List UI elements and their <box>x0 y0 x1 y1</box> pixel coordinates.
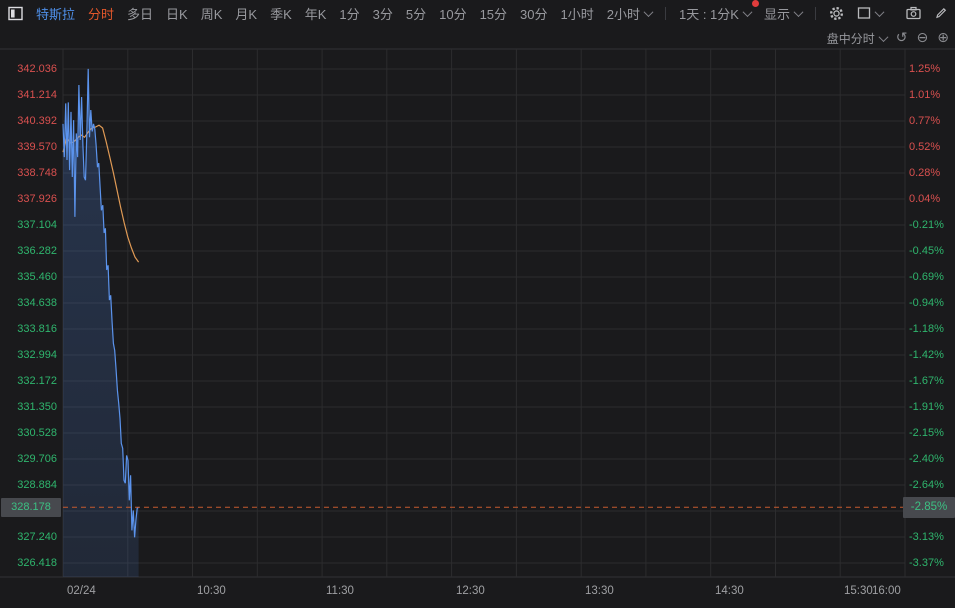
price-axis-label: 330.528 <box>17 427 57 439</box>
price-axis-label: 333.816 <box>17 323 57 335</box>
reset-view-icon[interactable]: ↺ <box>895 30 908 46</box>
price-axis-label: 334.638 <box>17 297 57 309</box>
price-axis-label: 339.570 <box>17 141 57 153</box>
percent-axis-label: -2.40% <box>909 453 944 465</box>
symbol-tab[interactable]: 特斯拉 <box>36 6 76 22</box>
current-change-pct-tag: -2.85% <box>903 496 955 518</box>
period-tab-11[interactable]: 15分 <box>479 6 508 22</box>
percent-axis-label: -0.69% <box>909 271 944 283</box>
display-label: 显示 <box>763 6 790 22</box>
zoom-out-icon[interactable]: ⊖ <box>916 30 929 46</box>
price-axis-label: 331.350 <box>17 401 57 413</box>
percent-axis-label: -1.18% <box>909 323 944 335</box>
price-axis-label: 336.282 <box>17 245 57 257</box>
percent-axis-label: -2.15% <box>909 427 944 439</box>
zoom-in-icon[interactable]: ⊕ <box>937 30 949 46</box>
percent-axis-label: -0.45% <box>909 245 944 257</box>
period-tab-13[interactable]: 1小时 <box>560 6 594 22</box>
percent-axis-label: 0.28% <box>909 167 941 179</box>
price-axis-label: 328.884 <box>17 479 57 491</box>
period-tab-6[interactable]: 年K <box>304 6 327 22</box>
period-tab-4[interactable]: 月K <box>235 6 258 22</box>
period-tab-10[interactable]: 10分 <box>439 6 467 22</box>
percent-axis-label: -1.67% <box>909 375 944 387</box>
chart-mode-label: 盘中分时 <box>826 31 875 46</box>
price-axis-label: 332.172 <box>17 375 57 387</box>
time-axis-label: 11:30 <box>326 585 354 597</box>
chevron-down-icon <box>878 31 889 42</box>
price-axis-label: 326.418 <box>17 557 57 569</box>
current-price-tag: 328.178 <box>1 497 61 517</box>
period-tab-7[interactable]: 1分 <box>339 6 360 22</box>
kline-type-selector[interactable]: 1天 : 1分K <box>678 0 759 23</box>
time-axis-label: 15:30 <box>844 585 873 597</box>
percent-axis-label: 1.25% <box>909 63 941 75</box>
period-tab-14[interactable]: 2小时 <box>607 4 654 23</box>
time-axis-label: 02/24 <box>67 585 96 597</box>
percent-axis-label: -1.91% <box>909 401 944 413</box>
chart-mode-selector[interactable]: 盘中分时 <box>826 30 889 47</box>
percent-axis-label: -3.13% <box>909 531 944 543</box>
price-axis-label: 332.994 <box>17 349 57 361</box>
period-tab-8[interactable]: 3分 <box>372 6 393 22</box>
time-axis-label: 13:30 <box>585 585 614 597</box>
time-axis-label: 10:30 <box>197 585 226 597</box>
price-axis-label: 340.392 <box>17 115 57 127</box>
percent-axis-label: 0.52% <box>909 141 941 153</box>
draw-pencil-icon[interactable] <box>934 6 948 20</box>
period-tab-3[interactable]: 周K <box>200 6 223 22</box>
kline-type-label: 1天 : 1分K <box>678 6 739 22</box>
separator <box>814 6 816 20</box>
display-menu[interactable]: 显示 <box>763 4 804 23</box>
price-axis-label: 341.214 <box>17 89 57 101</box>
period-tab-9[interactable]: 5分 <box>405 6 427 22</box>
price-axis-label: 335.460 <box>17 271 57 283</box>
period-tab-2[interactable]: 日K <box>166 6 188 22</box>
screenshot-camera-icon[interactable] <box>906 6 921 20</box>
period-tab-5[interactable]: 季K <box>270 6 292 22</box>
layout-left-panel-icon[interactable] <box>8 6 23 21</box>
percent-axis-label: 0.04% <box>909 193 941 205</box>
period-tab-12[interactable]: 30分 <box>520 6 548 22</box>
price-axis-label: 337.104 <box>17 219 57 231</box>
separator <box>664 6 666 20</box>
settings-gear-icon[interactable] <box>829 6 844 21</box>
percent-axis-label: -1.42% <box>909 349 944 361</box>
price-axis-label: 327.240 <box>17 531 57 543</box>
percent-axis-label: -0.94% <box>909 297 944 309</box>
period-tab-1[interactable]: 多日 <box>127 6 154 22</box>
percent-axis-label: -3.37% <box>909 557 944 569</box>
chart-frame-style-selector[interactable] <box>857 6 885 20</box>
time-axis-label: 14:30 <box>715 585 744 597</box>
price-axis-label: 337.926 <box>17 193 57 205</box>
percent-axis-label: -0.21% <box>909 219 944 231</box>
chart-mode-bar: 盘中分时 ↺ ⊖ ⊕ <box>827 27 949 49</box>
price-axis-label: 338.748 <box>17 167 57 179</box>
price-axis-label: 329.706 <box>17 453 57 465</box>
notification-dot <box>751 0 759 7</box>
percent-axis-label: 0.77% <box>909 115 941 127</box>
percent-axis-label: 1.01% <box>909 89 941 101</box>
period-tab-0[interactable]: 分时 <box>88 6 115 22</box>
percent-axis-label: -2.64% <box>909 479 944 491</box>
main-toolbar: 特斯拉 分时 多日 日K 周K 月K 季K 年K 1分 3分 5分 10分 15分 30分 1小时 2小时 … <box>0 0 955 26</box>
period-tabs: 分时 多日 日K 周K 月K 季K 年K 1分 3分 5分 10分 15分 30分 1小时 2小时 <box>88 4 654 23</box>
time-axis-label: 16:00 <box>872 585 901 597</box>
price-axis-label: 342.036 <box>17 63 57 75</box>
time-axis-label: 12:30 <box>456 585 485 597</box>
